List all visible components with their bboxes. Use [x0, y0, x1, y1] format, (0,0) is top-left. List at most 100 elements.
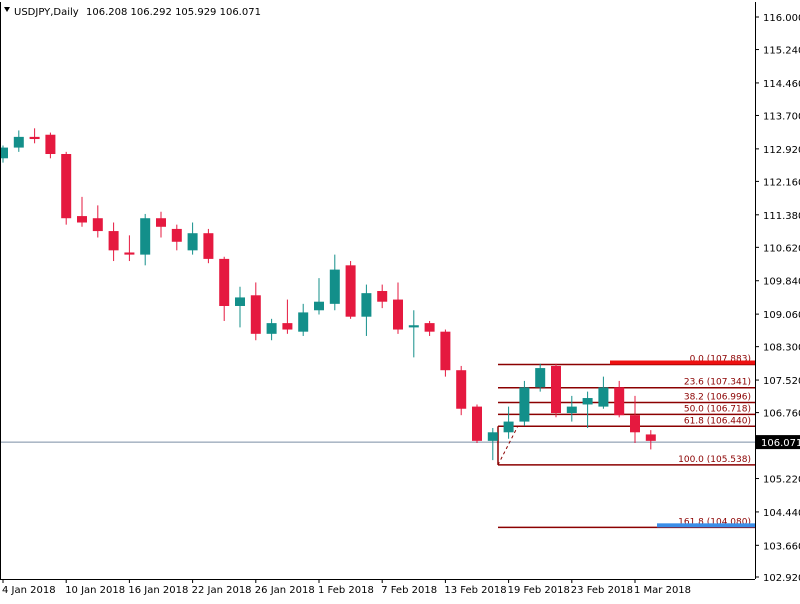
- candle-body: [551, 365, 561, 414]
- x-tick-label: 1 Feb 2018: [318, 585, 374, 596]
- current-price-badge: [756, 435, 800, 450]
- fib-0-highlight-bar: [610, 360, 755, 365]
- candle-body: [0, 147, 8, 159]
- candle: [645, 430, 656, 450]
- y-tick-label: 107.520: [763, 376, 800, 387]
- y-tick-label: 109.060: [763, 310, 800, 321]
- y-tick-label: 105.220: [763, 475, 800, 486]
- candle: [487, 428, 498, 461]
- candle: [456, 365, 467, 416]
- y-tick-label: 111.380: [763, 211, 800, 222]
- fib-level-0.0-label: 0.0 (107.883): [690, 355, 751, 365]
- y-tick-label: 114.460: [763, 79, 800, 90]
- candle-body: [266, 323, 277, 334]
- candle: [535, 363, 546, 392]
- candle-body: [503, 421, 514, 433]
- candle-body: [282, 323, 293, 330]
- fib-level-38.2-label: 38.2 (106.996): [684, 392, 751, 402]
- candle: [124, 235, 135, 262]
- collapse-triangle-icon[interactable]: [4, 7, 10, 12]
- candle-body: [124, 252, 135, 255]
- candle-body: [187, 233, 198, 251]
- fib-level-161.8-label: 161.8 (104.080): [678, 517, 751, 527]
- candle: [503, 406, 514, 439]
- candle: [61, 151, 72, 225]
- candle-body: [329, 269, 340, 304]
- candle: [187, 222, 198, 255]
- candle: [614, 380, 625, 418]
- candle-body: [61, 154, 72, 219]
- candle: [156, 211, 166, 238]
- x-tick-label: 22 Jan 2018: [192, 585, 252, 596]
- x-tick-label: 26 Jan 2018: [255, 585, 315, 596]
- candle: [408, 310, 419, 358]
- x-tick-label: 10 Jan 2018: [65, 585, 125, 596]
- candle-body: [630, 415, 640, 433]
- y-tick-label: 113.700: [763, 111, 800, 122]
- candle: [92, 205, 103, 238]
- fib-161-highlight-bar: [657, 523, 755, 528]
- y-tick-label: 102.920: [763, 573, 800, 584]
- ohlc-readout: 106.208 106.292 105.929 106.071: [86, 7, 261, 18]
- candle: [108, 222, 119, 262]
- current-price-label: 106.071: [761, 438, 800, 449]
- candle: [219, 256, 230, 321]
- candle: [393, 282, 403, 334]
- candle: [298, 303, 309, 336]
- candle: [266, 318, 277, 341]
- candle: [29, 128, 40, 144]
- candle-body: [314, 301, 324, 311]
- y-tick-label: 115.240: [763, 46, 800, 57]
- candle-body: [140, 218, 151, 255]
- candle-body: [424, 323, 435, 332]
- candle: [440, 329, 451, 377]
- candle: [598, 376, 609, 409]
- candle-body: [361, 293, 372, 317]
- candle-body: [108, 231, 119, 251]
- y-tick-label: 109.840: [763, 277, 800, 288]
- fib-level-23.6-label: 23.6 (107.341): [684, 378, 751, 388]
- candle: [551, 363, 561, 418]
- symbol-label: USDJPY,Daily: [14, 7, 79, 18]
- fib-level-61.8-label: 61.8 (106.440): [684, 416, 751, 426]
- candle-body: [77, 216, 87, 223]
- x-tick-label: 16 Jan 2018: [128, 585, 188, 596]
- candle-body: [92, 218, 103, 232]
- candle-body: [408, 325, 419, 328]
- candle-body: [219, 258, 230, 306]
- candle: [314, 278, 324, 315]
- fibonacci-retracement[interactable]: 0.0 (107.883) 23.6 (107.341) 38.2 (106.996…: [497, 355, 755, 529]
- candle-body: [566, 406, 577, 414]
- candle: [519, 380, 530, 426]
- y-tick-label: 106.760: [763, 409, 800, 420]
- candle-body: [235, 297, 245, 306]
- candle: [424, 320, 435, 336]
- candle-body: [472, 406, 482, 441]
- candle: [345, 261, 356, 319]
- candle: [0, 145, 8, 163]
- y-tick-label: 104.440: [763, 508, 800, 519]
- candle: [235, 286, 245, 328]
- x-tick-label: 1 Mar 2018: [634, 585, 691, 596]
- y-tick-label: 103.660: [763, 541, 800, 552]
- candle-body: [440, 331, 451, 371]
- candle: [630, 395, 640, 443]
- candle-body: [456, 370, 467, 409]
- candle-body: [614, 387, 625, 416]
- candle: [171, 224, 182, 251]
- x-tick-label: 7 Feb 2018: [381, 585, 437, 596]
- y-tick-label: 116.000: [763, 13, 800, 24]
- candle-body: [582, 398, 593, 405]
- candle-body: [645, 434, 656, 441]
- current-price-line: 106.071: [0, 435, 800, 450]
- candle-body: [298, 312, 309, 332]
- candle: [203, 228, 214, 264]
- x-tick-label: 13 Feb 2018: [444, 585, 506, 596]
- x-tick-label: 19 Feb 2018: [508, 585, 570, 596]
- candle: [566, 395, 577, 422]
- candle-body: [203, 233, 214, 259]
- candle-body: [29, 136, 40, 140]
